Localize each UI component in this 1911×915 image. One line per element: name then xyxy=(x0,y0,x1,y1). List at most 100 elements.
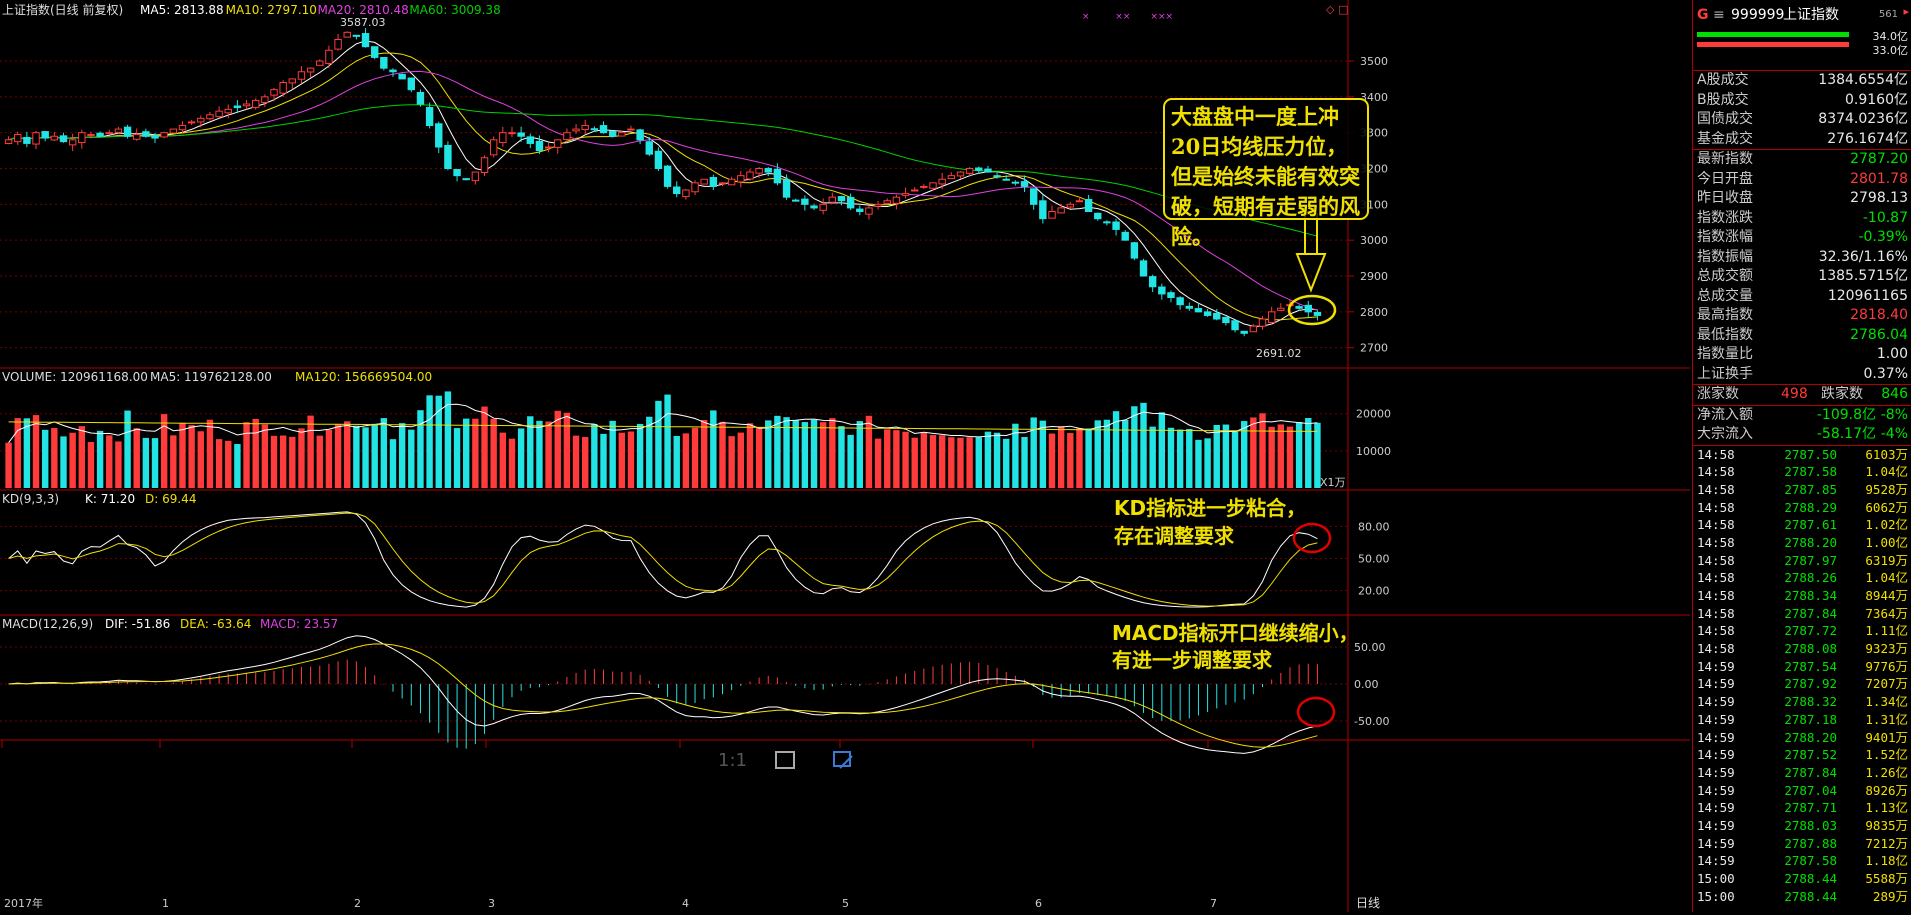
candle-body xyxy=(1029,188,1038,205)
ma-line xyxy=(8,104,1318,237)
candle-body xyxy=(920,185,928,188)
x-tick: 6 xyxy=(1035,897,1042,910)
volume-bar xyxy=(636,423,644,488)
candle-body xyxy=(41,131,49,139)
volume-bar xyxy=(865,415,873,488)
candle-body xyxy=(737,175,745,183)
candle-body xyxy=(1121,231,1129,241)
candle-body xyxy=(581,125,589,130)
g-badge[interactable]: G xyxy=(1697,7,1709,23)
candle-body xyxy=(352,34,361,37)
quote-row: 指数涨跌 -10.87 xyxy=(1693,209,1911,229)
volume-bar xyxy=(1176,429,1184,488)
quote-label: 指数涨跌 xyxy=(1697,209,1753,226)
candle-body xyxy=(1258,318,1267,327)
tick-price: 2788.26 xyxy=(1784,570,1837,586)
candle-body xyxy=(435,123,443,148)
down-arrow-icon xyxy=(1295,213,1327,293)
candle-body xyxy=(462,178,470,181)
x-tick: 7 xyxy=(1210,897,1217,910)
candle-body xyxy=(14,133,22,143)
volume-bar xyxy=(188,425,195,488)
diamond-icon[interactable]: ◇ xyxy=(1326,3,1335,16)
tick-price: 2788.29 xyxy=(1784,499,1837,515)
candle-body xyxy=(1158,286,1166,295)
volume-bar xyxy=(435,395,442,488)
volume-bar xyxy=(289,436,296,488)
volume-bar xyxy=(206,419,214,488)
menu-icon[interactable]: ≡ xyxy=(1713,7,1725,23)
draw-tool-icon[interactable] xyxy=(833,751,853,769)
tick-row: 14:59 2787.54 9776万 xyxy=(1693,658,1911,676)
macd-title: MACD(12,26,9) xyxy=(2,617,93,631)
tick-time: 15:00 xyxy=(1697,871,1735,886)
volume-bar xyxy=(774,415,781,488)
tick-volume: 289万 xyxy=(1872,888,1908,904)
volume-bar xyxy=(96,430,104,488)
tick-volume: 1.26亿 xyxy=(1865,764,1908,780)
macd-value-label: MACD: 23.57 xyxy=(260,617,338,631)
tick-volume: 1.00亿 xyxy=(1865,534,1908,550)
quote-value: 32.36/1.16% xyxy=(1818,248,1908,265)
volume-bar xyxy=(618,432,626,488)
tick-row: 14:58 2788.26 1.04亿 xyxy=(1693,569,1911,587)
tick-row: 14:59 2788.20 9401万 xyxy=(1693,729,1911,747)
candle-body xyxy=(1103,221,1111,224)
chart-canvas[interactable]: 3500340033003200310030002900280027002000… xyxy=(0,0,1690,912)
volume-bar xyxy=(215,439,223,488)
quote-label: 最低指数 xyxy=(1697,326,1753,343)
tick-price: 2787.71 xyxy=(1784,800,1837,816)
period-label[interactable]: 日线 xyxy=(1356,896,1380,910)
corner-arrow-icon[interactable]: ▸ xyxy=(1903,5,1909,18)
kline-chart-area[interactable]: 3500 3400 3300 3200 3100 3000 2900 2800 2700 2000… xyxy=(0,0,1690,912)
close-icon[interactable]: □ xyxy=(1338,3,1348,16)
candle-body xyxy=(1011,181,1020,184)
candle-body xyxy=(206,114,214,120)
volume-title: VOLUME: 120961168.00 xyxy=(2,370,148,384)
candle-body xyxy=(187,121,196,124)
candle-body xyxy=(645,141,653,155)
volume-bar xyxy=(609,420,616,488)
tick-volume: 7212万 xyxy=(1865,835,1908,851)
volume-ma5-line xyxy=(8,403,1318,443)
tick-row: 14:59 2787.52 1.52亿 xyxy=(1693,746,1911,764)
volume-bar xyxy=(197,431,204,488)
fullscreen-icon[interactable] xyxy=(775,751,795,769)
volume-bar xyxy=(124,410,131,488)
quote-value: 2818.40 xyxy=(1850,307,1908,323)
candle-body xyxy=(1130,242,1139,259)
tick-price: 2787.52 xyxy=(1784,747,1837,763)
volume-bar xyxy=(627,431,635,488)
volume-bar xyxy=(481,406,488,488)
candle-body xyxy=(901,193,910,196)
macd-dif-label: DIF: -51.86 xyxy=(105,617,170,631)
volume-bar xyxy=(902,431,909,488)
tick-row: 14:58 2787.72 1.11亿 xyxy=(1693,622,1911,640)
flow-value: -109.8亿 xyxy=(1816,406,1876,423)
y-tick: 2900 xyxy=(1360,270,1388,283)
candle-body xyxy=(96,132,104,137)
volume-bar xyxy=(69,432,76,488)
up-count-value: 498 xyxy=(1781,386,1808,402)
candle-body xyxy=(215,110,223,118)
tick-list[interactable]: 14:58 2787.50 6103万 14:58 2787.58 1.04亿 14:58 2… xyxy=(1693,446,1911,906)
main-chart-title: 上证指数(日线 前复权) xyxy=(2,2,123,17)
kd-title: KD(9,3,3) xyxy=(2,492,59,506)
tick-row: 14:58 2788.34 8944万 xyxy=(1693,587,1911,605)
volume-bar xyxy=(133,428,140,488)
buy-bar-value: 34.0亿 xyxy=(1872,30,1909,43)
volume-bar xyxy=(792,420,799,488)
volume-bar xyxy=(1039,420,1047,488)
candle-body xyxy=(142,131,150,137)
tick-time: 14:58 xyxy=(1697,588,1735,603)
candle-body xyxy=(1066,203,1075,208)
volume-bar xyxy=(737,432,745,488)
ma-line xyxy=(8,40,1318,327)
main-chart-annotation: 大盘盘中一度上冲20日均线压力位，但是始终未能有效突破，短期有走弱的风险。 xyxy=(1163,98,1369,249)
volume-bar xyxy=(270,435,278,488)
candle-body xyxy=(1048,211,1056,219)
volume-bar xyxy=(673,435,680,488)
volume-bar xyxy=(765,420,772,488)
ratio-button[interactable]: 1:1 xyxy=(718,750,747,771)
quote-label: B股成交 xyxy=(1697,91,1749,108)
